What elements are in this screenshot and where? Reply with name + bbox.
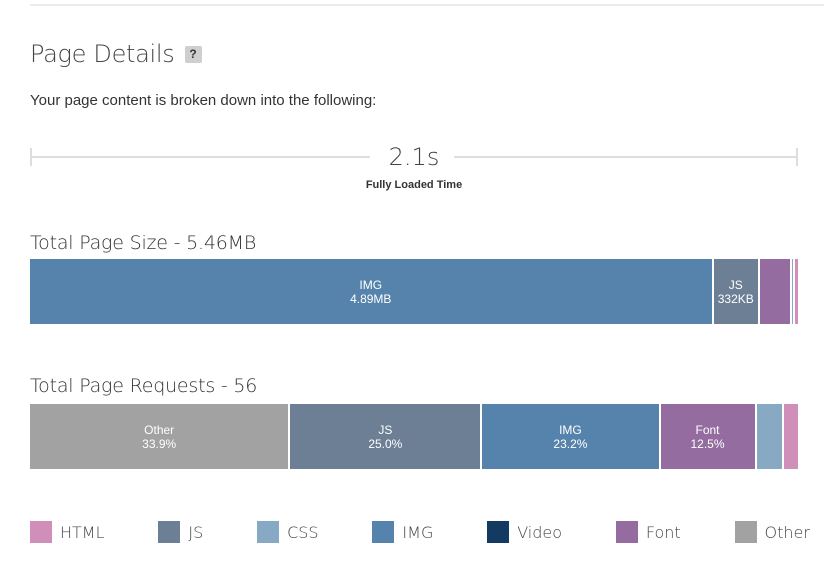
legend-label: Other <box>764 522 810 542</box>
legend-label: Font <box>645 522 681 542</box>
fully-loaded-time-caption: Fully Loaded Time <box>365 179 463 191</box>
legend-swatch <box>372 521 395 543</box>
page-requests-bar: Other 33.9% JS 25.0% IMG 23.2% Font 12.5% <box>30 404 798 469</box>
size-segment-img[interactable]: IMG 4.89MB <box>30 259 714 324</box>
segment-label: IMG <box>559 422 582 437</box>
top-divider <box>30 4 824 6</box>
total-page-size-title: Total Page Size - 5.46MB <box>30 232 257 254</box>
requests-segment-css[interactable] <box>756 404 785 469</box>
timeline-end-tick <box>796 148 798 166</box>
legend-item-font: Font <box>615 521 681 543</box>
legend-item-img: IMG <box>372 521 433 543</box>
timeline-value-wrap: 2.1s <box>30 143 798 171</box>
requests-segment-other[interactable]: Other 33.9% <box>30 404 291 469</box>
legend-label: IMG <box>402 522 434 542</box>
page-details-header: Page Details ? <box>30 40 202 68</box>
fully-loaded-time-value: 2.1s <box>380 143 448 171</box>
segment-value: 332KB <box>717 291 754 306</box>
legend-swatch <box>734 521 757 543</box>
legend-item-other: Other <box>734 521 810 543</box>
timeline-start-tick <box>30 148 32 166</box>
segment-label: JS <box>728 277 743 292</box>
segment-value: 23.2% <box>553 436 588 451</box>
legend-item-html: HTML <box>30 521 105 543</box>
legend-swatch <box>257 521 280 543</box>
legend-item-video: Video <box>487 521 562 543</box>
content-type-legend: HTML JS CSS IMG Video Font Other <box>30 521 810 543</box>
requests-segment-img[interactable]: IMG 23.2% <box>482 404 661 469</box>
legend-item-js: JS <box>158 521 203 543</box>
requests-segment-js[interactable]: JS 25.0% <box>290 404 483 469</box>
size-segment-js[interactable]: JS 332KB <box>713 259 760 324</box>
segment-label: Font <box>695 422 720 437</box>
legend-label: Video <box>517 522 563 542</box>
page-subtitle: Your page content is broken down into th… <box>30 92 377 109</box>
requests-segment-font[interactable]: Font 12.5% <box>660 404 757 469</box>
segment-value: 12.5% <box>690 436 725 451</box>
requests-segment-html[interactable] <box>784 404 798 469</box>
size-segment-html[interactable] <box>794 259 798 324</box>
size-segment-css[interactable] <box>791 259 795 324</box>
legend-swatch <box>487 521 510 543</box>
fully-loaded-timeline: 2.1s Fully Loaded Time <box>30 142 798 192</box>
segment-value: 25.0% <box>368 436 403 451</box>
total-page-requests-title: Total Page Requests - 56 <box>30 375 258 397</box>
help-icon[interactable]: ? <box>184 45 202 63</box>
timeline-line-right <box>454 156 796 158</box>
segment-label: Other <box>144 422 175 437</box>
page-title: Page Details <box>30 40 175 68</box>
legend-label: JS <box>188 522 204 542</box>
legend-swatch <box>615 521 638 543</box>
segment-label: JS <box>378 422 393 437</box>
legend-label: HTML <box>60 522 105 542</box>
segment-value: 33.9% <box>142 436 177 451</box>
timeline-line-left <box>32 156 370 158</box>
segment-value: 4.89MB <box>350 291 392 306</box>
legend-swatch <box>158 521 181 543</box>
page-size-bar: IMG 4.89MB JS 332KB <box>30 259 798 324</box>
legend-item-css: CSS <box>257 521 319 543</box>
legend-label: CSS <box>287 522 319 542</box>
segment-label: IMG <box>359 277 383 292</box>
size-segment-font[interactable] <box>760 259 792 324</box>
legend-swatch <box>30 521 52 543</box>
